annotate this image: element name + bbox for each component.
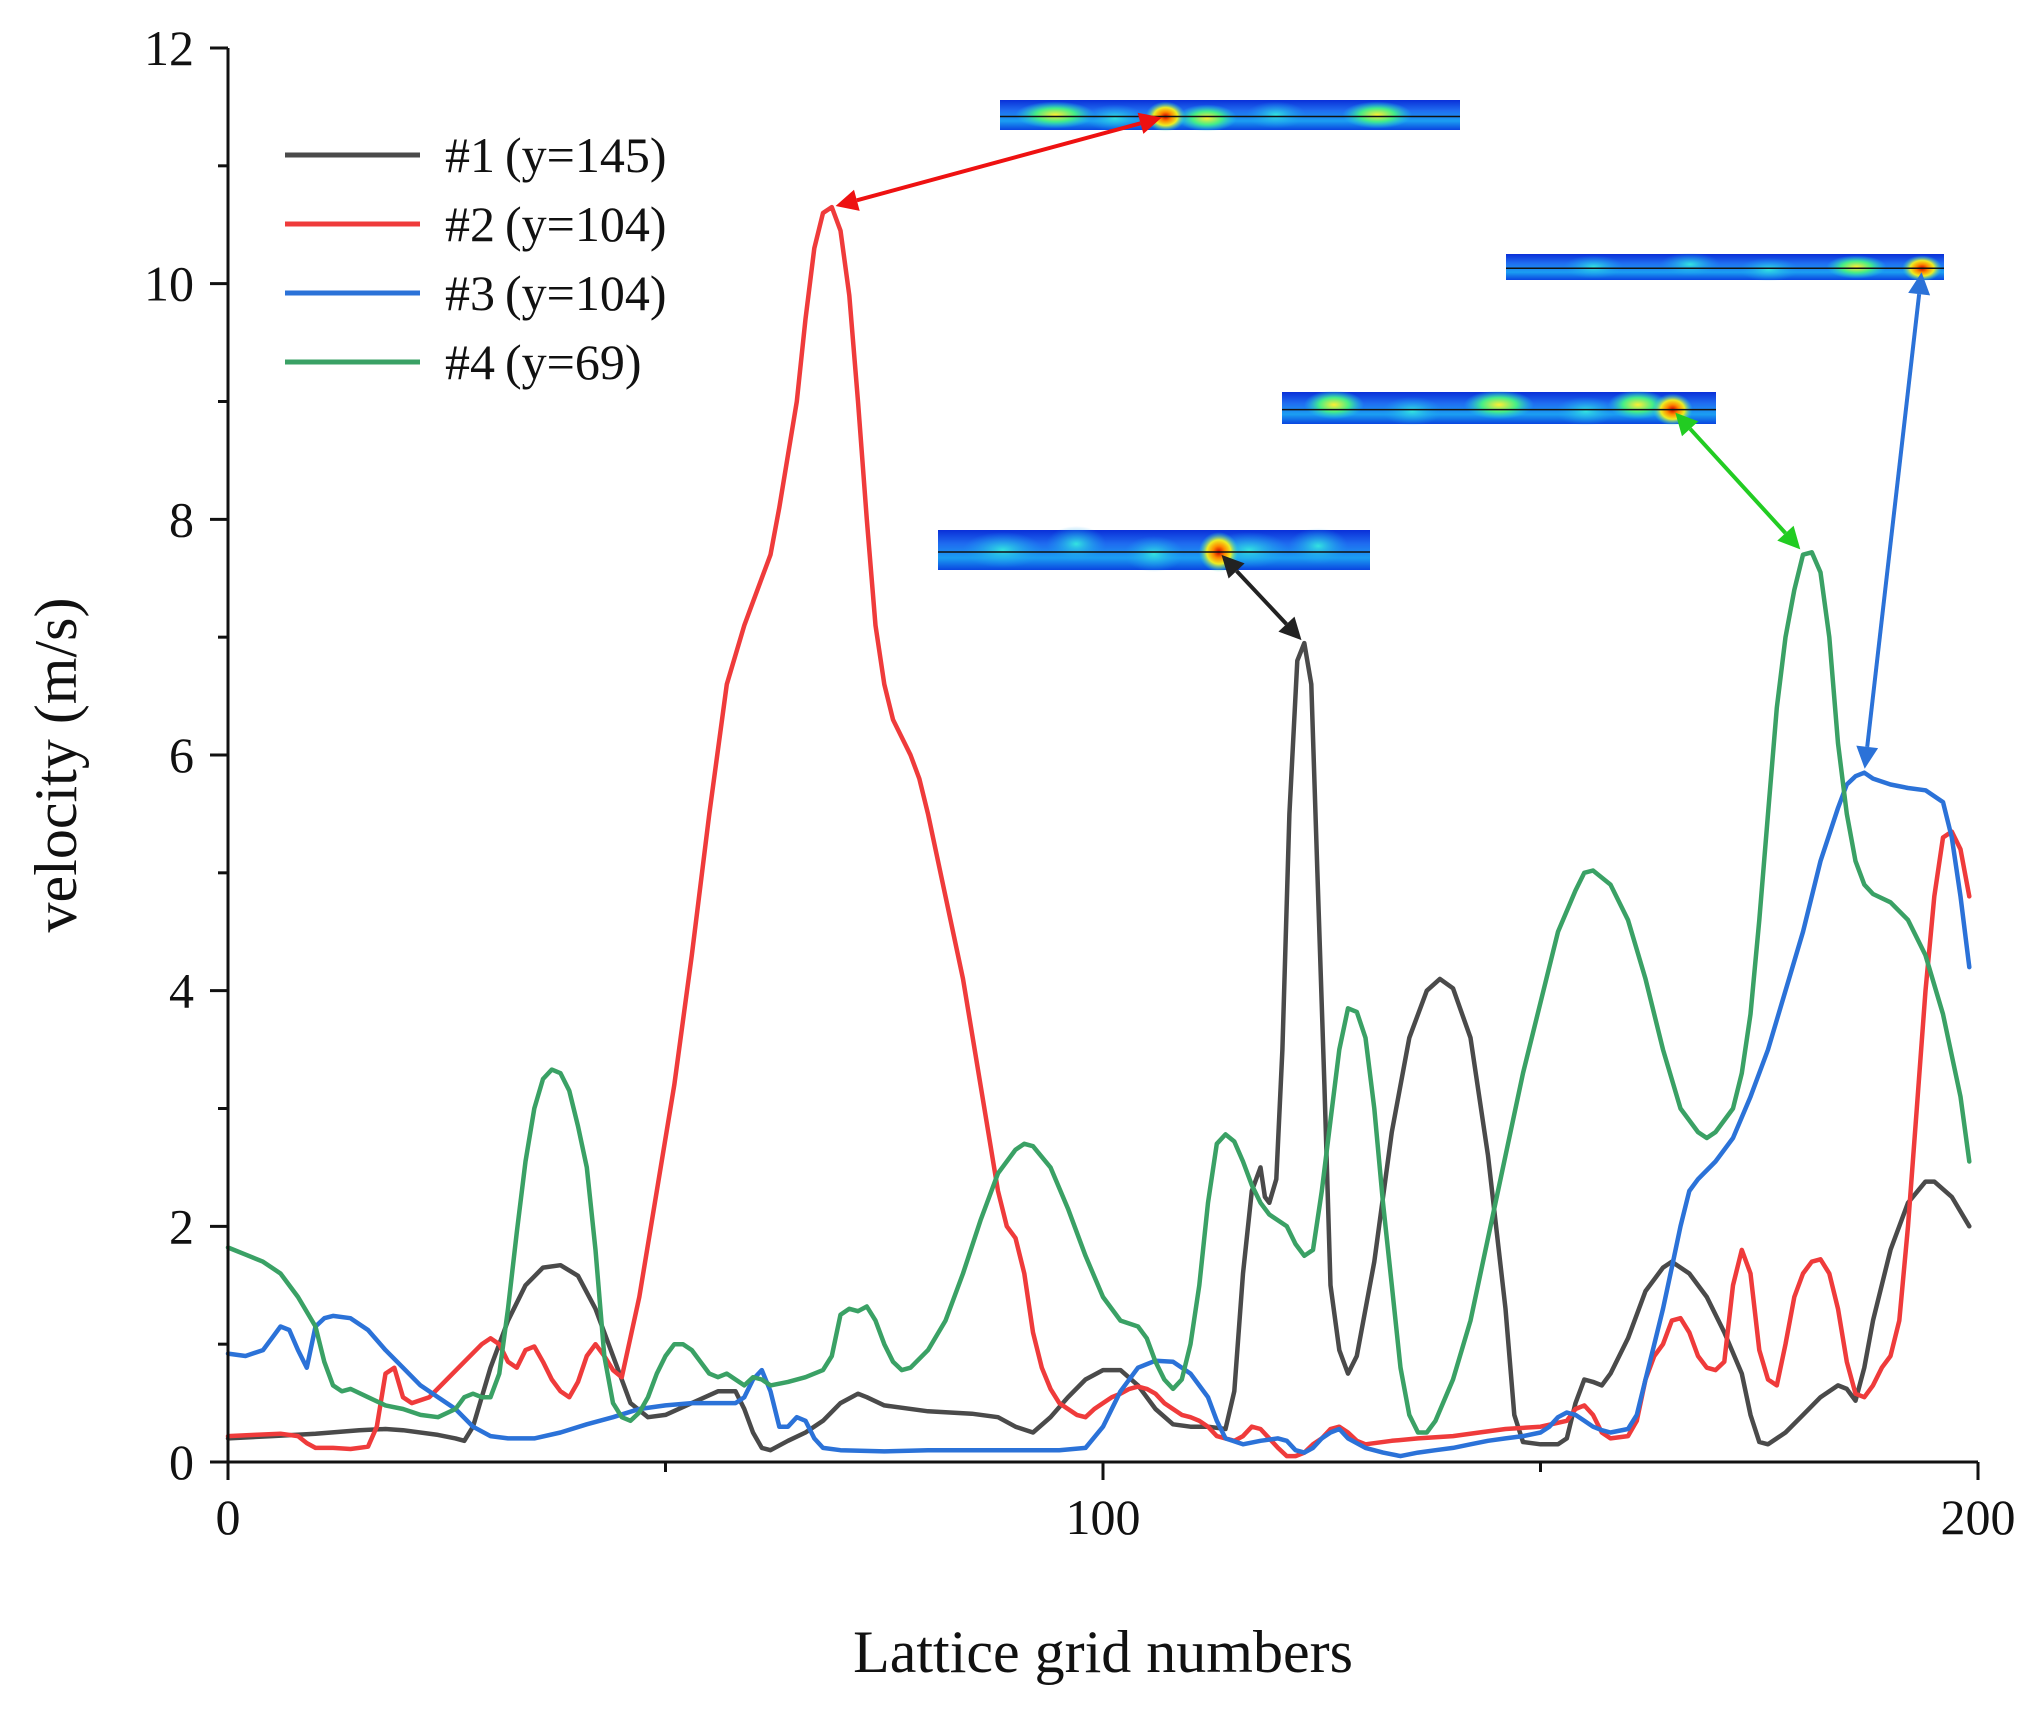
heatmap-inset-2: [835, 100, 1460, 211]
annotation-arrow-head: [835, 189, 860, 211]
y-tick-label: 4: [169, 963, 194, 1019]
annotation-arrow-shaft: [856, 121, 1142, 203]
annotation-arrow-head: [1675, 412, 1699, 437]
annotation-arrow-head: [1777, 525, 1801, 550]
inset-flow-blob: [1382, 396, 1443, 426]
ticks: 0 100 200 0 2 4 6 8 10 12: [144, 20, 2016, 1545]
x-tick-label: 200: [1941, 1489, 2016, 1545]
annotation-arrow-head: [1856, 745, 1879, 769]
inset-flow-blob: [1563, 255, 1624, 279]
annotation-arrow-shaft: [1688, 427, 1787, 535]
series-line-3: [225, 770, 1972, 1459]
inset-flow-blob: [1124, 536, 1184, 572]
heatmap-inset-3: [1506, 252, 1944, 769]
series-layer: [225, 204, 1972, 1459]
legend-label-1: #1 (y=145): [445, 127, 667, 183]
heatmap-inset-1: [938, 526, 1370, 641]
legend-label-4: #4 (y=69): [445, 334, 642, 390]
y-tick-label: 8: [169, 491, 194, 547]
inset-flow-blob: [1046, 526, 1107, 562]
legend-label-3: #3 (y=104): [445, 265, 667, 321]
inset-flow-blob: [1464, 390, 1534, 420]
series-line-2: [225, 204, 1972, 1459]
inset-flow-blob: [962, 532, 1043, 568]
annotation-arrow-head: [1221, 554, 1245, 579]
inset-flow-blob: [1246, 101, 1306, 129]
annotation-arrow-head: [1137, 112, 1162, 134]
inset-flow-blob: [1342, 101, 1413, 129]
x-axis-title: Lattice grid numbers: [853, 1619, 1353, 1685]
series-line-4: [225, 550, 1972, 1435]
y-axis-title: velocity (m/s): [23, 598, 89, 933]
inset-flow-blob: [1555, 396, 1616, 426]
heatmap-inset-4: [1282, 390, 1801, 550]
annotation-arrow-shaft: [1865, 293, 1922, 748]
inset-flow-blob: [1304, 390, 1365, 420]
legend: #1 (y=145) #2 (y=104) #3 (y=104) #4 (y=69): [285, 127, 667, 390]
inset-flow-blob: [1826, 255, 1887, 279]
legend-label-2: #2 (y=104): [445, 196, 667, 252]
inset-flow-blob: [1177, 104, 1237, 132]
annotation-arrow-shaft: [1235, 569, 1288, 626]
inset-flow-blob: [1659, 252, 1720, 277]
inset-flow-blob: [1085, 104, 1145, 132]
x-tick-label: 0: [216, 1489, 241, 1545]
y-tick-label: 10: [144, 256, 194, 312]
inset-flow-blob: [1738, 257, 1799, 282]
heatmap-insets: [835, 100, 1944, 769]
y-tick-label: 2: [169, 1198, 194, 1254]
inset-flow-blob: [1288, 528, 1349, 564]
series-line-1: [225, 640, 1972, 1453]
annotation-arrow-head: [1908, 272, 1931, 296]
x-tick-label: 100: [1066, 1489, 1141, 1545]
annotation-arrow-head: [1278, 616, 1302, 641]
y-tick-label: 6: [169, 727, 194, 783]
y-tick-label: 12: [144, 20, 194, 76]
inset-flow-blob: [1015, 101, 1096, 129]
y-tick-label: 0: [169, 1434, 194, 1490]
